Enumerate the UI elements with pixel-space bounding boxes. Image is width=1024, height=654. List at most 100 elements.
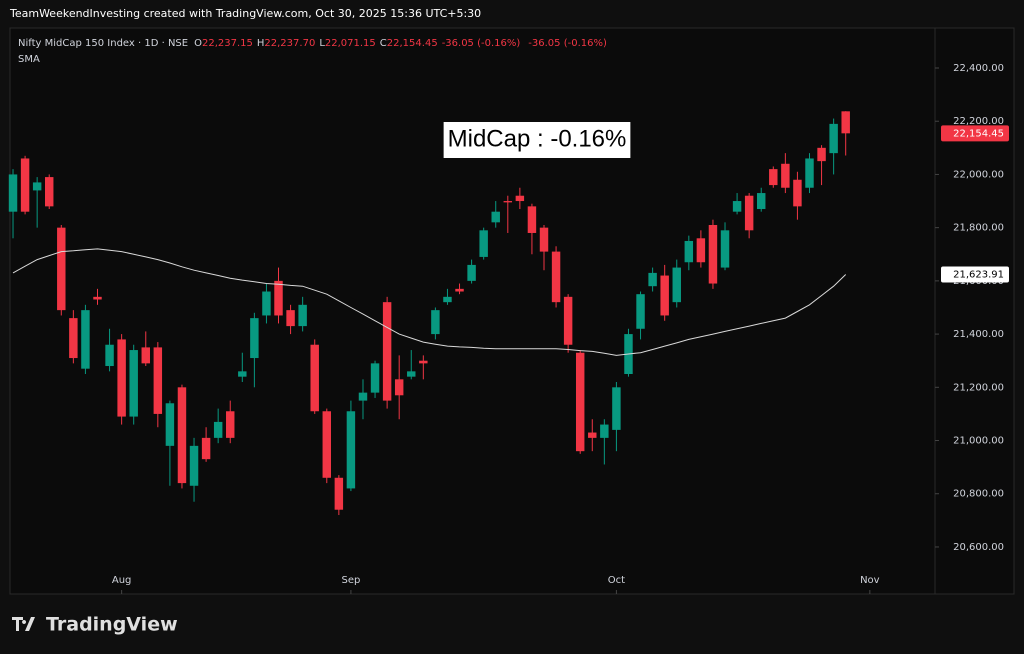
- candle-body: [189, 445, 199, 486]
- y-tick-label: 22,200.00: [953, 116, 1004, 127]
- x-tick-label: Aug: [112, 575, 132, 586]
- logo-icon: [12, 617, 35, 631]
- candle-body: [708, 224, 718, 284]
- candle-body: [93, 296, 102, 300]
- legend-key: O: [194, 38, 202, 49]
- legend-value: 22,154.45: [387, 38, 438, 49]
- price-tag: [941, 266, 1009, 283]
- legend-change: -36.05 (-0.16%): [442, 38, 521, 49]
- candle-body: [575, 352, 585, 452]
- candle-body: [563, 296, 573, 345]
- candle-body: [105, 344, 114, 367]
- candle-body: [177, 387, 187, 484]
- candle-body: [153, 347, 163, 414]
- sma-line: [12, 248, 847, 356]
- chart-pane: [9, 27, 1015, 595]
- candle-body: [20, 158, 30, 212]
- candle-body: [648, 272, 657, 287]
- candle-body: [419, 360, 428, 364]
- candle-body: [165, 403, 175, 446]
- candle-body: [539, 227, 549, 252]
- y-tick-label: 22,000.00: [953, 169, 1004, 180]
- price-tag-label: 22,154.45: [953, 128, 1004, 139]
- y-tick-label: 21,000.00: [953, 436, 1004, 447]
- candle-body: [841, 111, 850, 134]
- legend-key: L: [319, 38, 325, 49]
- legend-key: H: [257, 38, 265, 49]
- candle-body: [286, 310, 295, 327]
- y-tick-label: 21,800.00: [953, 223, 1004, 234]
- price-tag: [941, 125, 1009, 142]
- candle-body: [8, 174, 18, 212]
- candle-body: [69, 318, 78, 359]
- candle-body: [334, 477, 344, 510]
- candle-body: [515, 195, 525, 202]
- candle-body: [310, 344, 319, 412]
- candle-body: [226, 411, 235, 438]
- candle-body: [829, 123, 838, 154]
- logo: TradingView: [12, 614, 178, 636]
- candle-body: [479, 230, 488, 257]
- candle-body: [720, 230, 730, 268]
- candle-body: [81, 310, 90, 369]
- candle-body: [527, 206, 537, 233]
- annotation: MidCap : -0.16%: [448, 125, 627, 152]
- symbol: Nifty MidCap 150 Index · 1D · NSE: [18, 38, 188, 49]
- candle-body: [141, 347, 150, 364]
- candle-body: [57, 227, 66, 311]
- candle-body: [322, 411, 332, 478]
- candle-body: [636, 294, 645, 329]
- candle-body: [274, 280, 283, 316]
- candle-body: [407, 371, 416, 377]
- price-tag-label: 21,623.91: [953, 270, 1004, 281]
- candle-body: [660, 275, 669, 316]
- legend-key: C: [380, 38, 387, 49]
- candle-body: [382, 302, 392, 401]
- candle-body: [744, 195, 754, 231]
- candle-body: [238, 371, 247, 377]
- candle-body: [600, 424, 609, 438]
- candle-body: [696, 238, 706, 263]
- candles: [8, 111, 850, 516]
- candle-body: [443, 296, 452, 303]
- candle-body: [431, 310, 440, 335]
- candle-body: [213, 421, 223, 438]
- candle-body: [684, 240, 694, 263]
- candle-body: [262, 291, 271, 316]
- legend-value: 22,071.15: [325, 38, 376, 49]
- candle-body: [781, 163, 790, 188]
- candle-body: [394, 379, 404, 396]
- y-tick-label: 20,800.00: [953, 489, 1004, 500]
- candle-body: [612, 387, 621, 430]
- header: TeamWeekendInvesting created with Tradin…: [9, 7, 481, 20]
- y-tick-label: 22,400.00: [953, 63, 1004, 74]
- candle-body: [588, 432, 597, 438]
- candle-body: [370, 363, 380, 393]
- candle-body: [756, 193, 766, 210]
- candle-body: [503, 201, 513, 203]
- candle-body: [551, 251, 561, 303]
- logo-text: TradingView: [46, 614, 178, 636]
- candle-body: [805, 158, 814, 188]
- candle-body: [769, 169, 778, 186]
- candle-body: [129, 350, 138, 417]
- x-tick-label: Nov: [860, 575, 880, 586]
- candle-body: [298, 304, 307, 327]
- candle-body: [250, 318, 259, 359]
- candle-body: [32, 182, 42, 191]
- legend-value: 22,237.70: [264, 38, 315, 49]
- y-tick-label: 21,400.00: [953, 329, 1004, 340]
- y-tick-label: 20,600.00: [953, 542, 1004, 553]
- candle-body: [467, 264, 476, 281]
- legend-value: 22,237.15: [202, 38, 253, 49]
- y-tick-label: 21,200.00: [953, 382, 1004, 393]
- candle-body: [455, 288, 464, 292]
- x-tick-label: Sep: [341, 575, 360, 586]
- candle-body: [491, 211, 500, 223]
- candle-body: [732, 201, 742, 212]
- candle-body: [346, 411, 356, 489]
- candle-body: [358, 392, 368, 401]
- candle-body: [817, 147, 826, 162]
